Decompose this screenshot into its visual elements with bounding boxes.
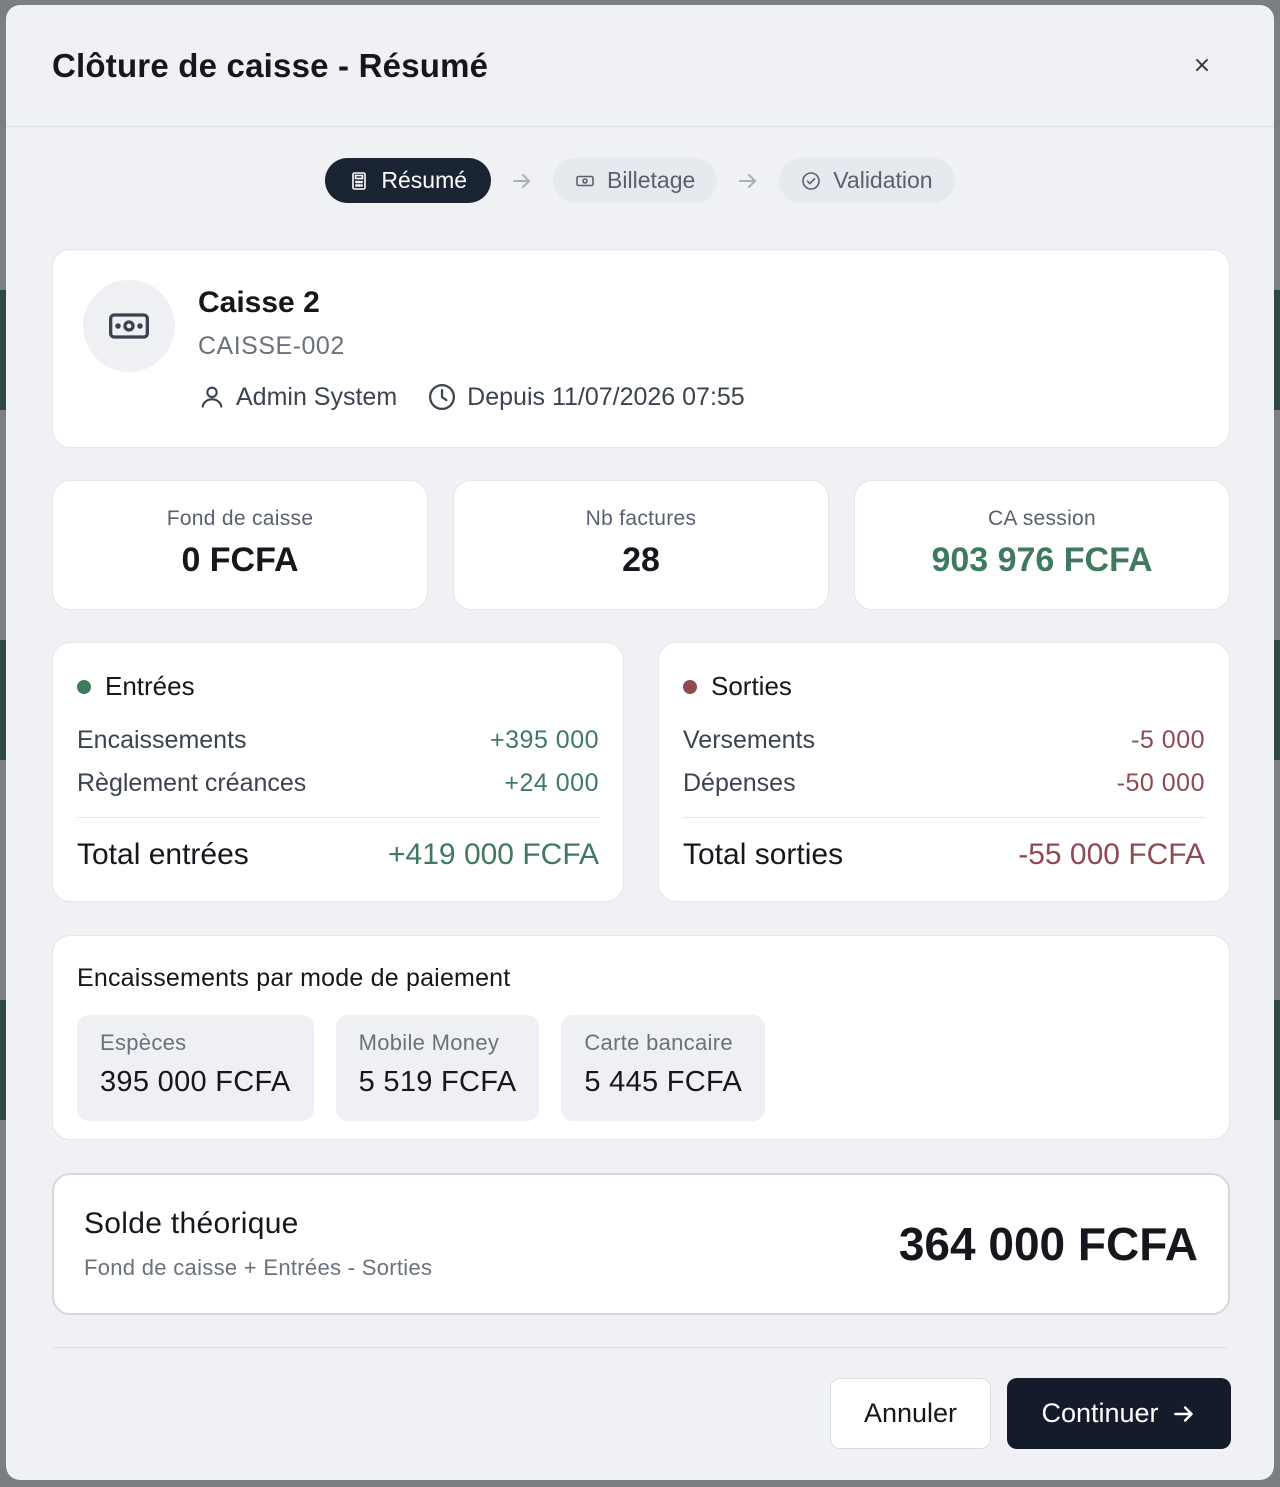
green-dot-icon (77, 679, 91, 694)
stat-label: Fond de caisse (166, 507, 314, 530)
balance-title: Solde théorique (84, 1207, 299, 1240)
clock-icon (429, 384, 456, 410)
inflow-row: Règlement créances +24 000 (77, 769, 599, 798)
register-code: CAISSE-002 (198, 332, 345, 360)
stat-value: 28 (622, 541, 660, 579)
banknote-icon (109, 313, 149, 339)
register-user-name: Admin System (236, 382, 398, 411)
continue-button[interactable]: Continuer (1007, 1378, 1231, 1449)
outflow-label: Versements (683, 726, 816, 754)
backdrop-strip (1274, 640, 1280, 760)
arrow-right-icon (1173, 1405, 1193, 1422)
inflows-card: Entrées Encaissements +395 000 Règlement… (52, 642, 624, 902)
inflow-row: Encaissements +395 000 (77, 726, 599, 755)
check-circle-icon (802, 171, 821, 190)
payment-tiles: Espèces 395 000 FCFA Mobile Money 5 519 … (77, 1015, 1205, 1121)
user-icon (201, 386, 223, 408)
inflows-title: Entrées (77, 671, 599, 702)
stat-opening-fund: Fond de caisse 0 FCFA (52, 480, 428, 610)
inflows-total-value: +419 000 FCFA (388, 838, 599, 871)
register-meta: Admin System Depuis 11/07/2026 07:55 (198, 382, 745, 412)
divider (683, 817, 1205, 818)
closing-modal: Clôture de caisse - Résumé × Résumé (6, 5, 1274, 1480)
close-button[interactable]: × (1184, 48, 1220, 84)
outflow-row: Dépenses -50 000 (683, 769, 1205, 798)
register-since-text: Depuis 11/07/2026 07:55 (467, 382, 745, 411)
stat-value: 0 FCFA (181, 541, 299, 579)
outflows-title: Sorties (683, 671, 1205, 702)
backdrop-strip (0, 290, 6, 410)
banknote-icon (576, 175, 594, 186)
step-billetage[interactable]: Billetage (553, 158, 718, 203)
balance-text: Solde théorique Fond de caisse + Entrées… (84, 1207, 432, 1281)
register-user: Admin System (198, 383, 397, 412)
register-since: Depuis 11/07/2026 07:55 (427, 382, 745, 412)
payment-modes-title: Encaissements par mode de paiement (77, 964, 511, 992)
tile-value: 5 519 FCFA (358, 1066, 517, 1098)
tile-value: 395 000 FCFA (100, 1066, 291, 1098)
inflows-total-label: Total entrées (77, 838, 249, 871)
tile-label: Carte bancaire (584, 1030, 733, 1055)
inflow-label: Règlement créances (77, 769, 307, 797)
backdrop-strip (0, 640, 6, 760)
inflow-value: +24 000 (504, 769, 599, 797)
tile-label: Espèces (100, 1030, 187, 1055)
inflows-title-text: Entrées (105, 671, 195, 701)
register-name: Caisse 2 (198, 286, 320, 319)
outflow-row: Versements -5 000 (683, 726, 1205, 755)
backdrop-strip (1274, 1000, 1280, 1120)
arrow-right-icon (717, 169, 779, 193)
stat-label: Nb factures (585, 507, 697, 530)
continue-button-label: Continuer (1041, 1398, 1159, 1428)
outflows-card: Sorties Versements -5 000 Dépenses -50 0… (658, 642, 1230, 902)
outflow-label: Dépenses (683, 769, 796, 797)
outflows-title-text: Sorties (711, 671, 792, 701)
divider (77, 817, 599, 818)
tile-value: 5 445 FCFA (584, 1066, 743, 1098)
register-avatar (83, 280, 175, 372)
step-label: Résumé (381, 167, 468, 193)
payment-tile-cash: Espèces 395 000 FCFA (77, 1015, 314, 1121)
red-dot-icon (683, 679, 697, 694)
calculator-icon (352, 171, 367, 190)
cancel-button[interactable]: Annuler (830, 1378, 991, 1449)
tile-label: Mobile Money (358, 1030, 500, 1055)
backdrop-strip (1274, 290, 1280, 410)
step-validation[interactable]: Validation (779, 158, 955, 203)
modal-title: Clôture de caisse - Résumé (52, 46, 489, 84)
footer-divider (52, 1347, 1228, 1348)
balance-value: 364 000 FCFA (898, 1218, 1198, 1270)
payment-tile-card: Carte bancaire 5 445 FCFA (561, 1015, 766, 1121)
stat-value: 903 976 FCFA (931, 541, 1153, 579)
arrow-right-icon (491, 169, 553, 193)
close-icon: × (1192, 53, 1212, 78)
step-label: Billetage (607, 167, 696, 193)
payment-modes-card: Encaissements par mode de paiement Espèc… (52, 935, 1230, 1140)
register-card: Caisse 2 CAISSE-002 Admin System Depuis … (52, 249, 1230, 448)
step-summary[interactable]: Résumé (325, 158, 492, 203)
stat-session-revenue: CA session 903 976 FCFA (854, 480, 1230, 610)
outflows-total-value: -55 000 FCFA (1018, 838, 1205, 871)
step-label: Validation (833, 167, 933, 193)
outflows-total-label: Total sorties (683, 838, 844, 871)
outflows-total: Total sorties -55 000 FCFA (683, 838, 1205, 872)
cancel-button-label: Annuler (863, 1398, 958, 1428)
stat-invoice-count: Nb factures 28 (453, 480, 829, 610)
outflow-value: -5 000 (1131, 726, 1205, 754)
payment-tile-mobile-money: Mobile Money 5 519 FCFA (335, 1015, 540, 1121)
balance-formula: Fond de caisse + Entrées - Sorties (84, 1255, 433, 1280)
stepper: Résumé Billetage Validation (6, 158, 1274, 203)
inflows-total: Total entrées +419 000 FCFA (77, 838, 599, 872)
theoretical-balance-card: Solde théorique Fond de caisse + Entrées… (52, 1173, 1230, 1315)
outflow-value: -50 000 (1116, 769, 1205, 797)
modal-header: Clôture de caisse - Résumé × (6, 5, 1274, 127)
inflow-value: +395 000 (490, 726, 599, 754)
stat-label: CA session (987, 507, 1097, 530)
inflow-label: Encaissements (77, 726, 247, 754)
backdrop-strip (0, 1000, 6, 1120)
